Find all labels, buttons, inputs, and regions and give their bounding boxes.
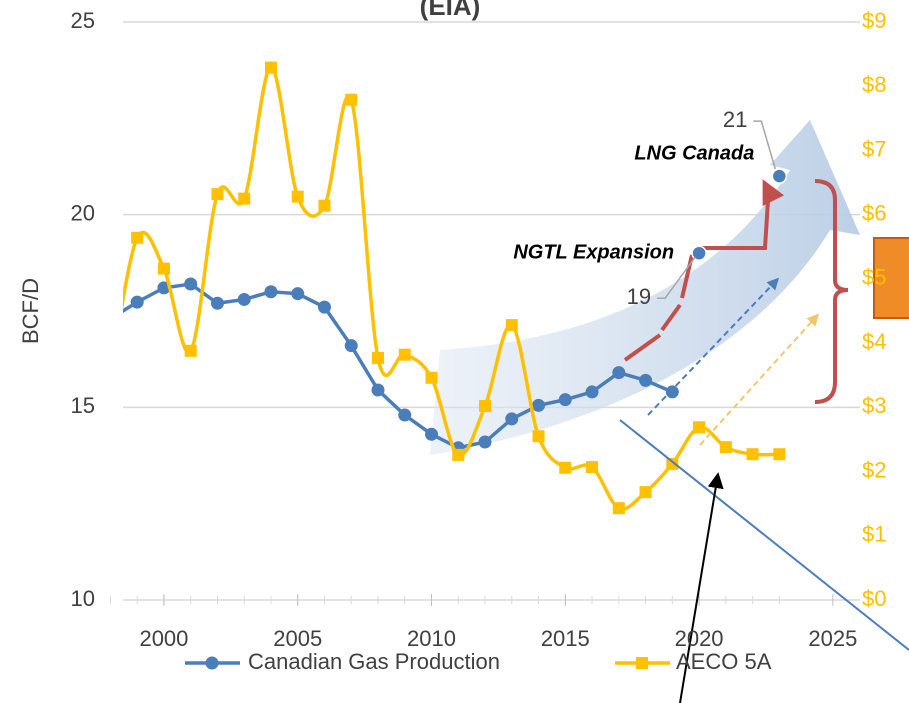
y-tick-label: 20 — [71, 200, 95, 225]
series-marker — [238, 192, 251, 205]
y2-tick-label: $9 — [862, 8, 886, 33]
x-tick-label: 2005 — [273, 626, 322, 651]
series-marker — [210, 296, 224, 310]
series-marker — [104, 369, 116, 381]
series-marker — [317, 300, 331, 314]
x-tick-label: 2025 — [808, 626, 857, 651]
series-marker — [398, 348, 411, 361]
series-marker — [505, 319, 518, 332]
chart-title: (EIA) — [420, 0, 481, 21]
series-marker — [237, 292, 251, 306]
pointer-line — [619, 419, 909, 651]
series-marker — [665, 385, 679, 399]
legend-marker — [205, 656, 219, 670]
y2-tick-label: $5 — [862, 265, 886, 290]
series-marker — [559, 461, 572, 474]
series-marker — [264, 285, 278, 299]
y2-tick-label: $2 — [862, 457, 886, 482]
series-marker — [264, 61, 277, 74]
series-marker — [184, 277, 198, 291]
series-marker — [746, 448, 759, 461]
series-marker — [291, 190, 304, 203]
series-marker — [398, 408, 412, 422]
series-marker — [184, 344, 197, 357]
annotation-point — [691, 245, 707, 261]
callout-box — [873, 237, 909, 319]
series-marker — [639, 486, 652, 499]
series-marker — [211, 188, 224, 201]
series-marker — [452, 448, 465, 461]
series-marker — [558, 393, 572, 407]
series-marker — [612, 366, 626, 380]
y2-tick-label: $6 — [862, 200, 886, 225]
series-marker — [532, 430, 545, 443]
series-marker — [104, 312, 117, 325]
series-marker — [719, 441, 732, 454]
legend-label: AECO 5A — [676, 649, 772, 674]
series-marker — [505, 412, 519, 426]
growth-arrow — [430, 120, 860, 455]
series-marker — [318, 199, 331, 212]
series-marker — [586, 461, 599, 474]
series-marker — [344, 339, 358, 353]
series-marker — [479, 400, 492, 413]
series-marker — [666, 457, 679, 470]
series-marker — [425, 371, 438, 384]
pointer-arrow — [679, 472, 724, 703]
x-tick-label: 2000 — [139, 626, 188, 651]
legend-marker — [636, 657, 648, 669]
series-marker — [157, 262, 170, 275]
y2-tick-label: $3 — [862, 393, 886, 418]
series-marker — [425, 427, 439, 441]
annotation-value: 19 — [627, 284, 651, 309]
dashed-arrow — [699, 313, 820, 446]
series-marker — [693, 421, 706, 434]
series-marker — [371, 351, 384, 364]
series-marker — [131, 231, 144, 244]
legend-label: Canadian Gas Production — [248, 649, 500, 674]
y2-tick-label: $8 — [862, 72, 886, 97]
y2-tick-label: $4 — [862, 329, 886, 354]
series-marker — [612, 502, 625, 515]
annotation-point — [771, 168, 788, 184]
series-marker — [345, 93, 358, 106]
y-tick-label: 25 — [71, 8, 95, 33]
annotation-value: 21 — [723, 107, 747, 132]
x-tick-label: 2015 — [541, 626, 590, 651]
y2-tick-label: $0 — [862, 586, 886, 611]
x-tick-label: 2010 — [407, 626, 456, 651]
red-arrows — [623, 190, 770, 362]
series-marker — [585, 385, 599, 399]
bracket — [814, 179, 849, 404]
y2-tick-label: $1 — [862, 522, 886, 547]
y-tick-label: 15 — [71, 393, 95, 418]
y-tick-label: 10 — [71, 586, 95, 611]
series-marker — [371, 383, 385, 397]
x-tick-label: 2020 — [675, 626, 724, 651]
dashed-arrow — [647, 277, 780, 416]
series-marker — [130, 295, 144, 309]
y2-tick-label: $7 — [862, 136, 886, 161]
leader-line — [753, 120, 777, 170]
series-marker — [773, 448, 786, 461]
leader-line — [657, 256, 696, 299]
series-marker — [478, 435, 492, 449]
series-marker — [639, 373, 653, 387]
annotation-label: LNG Canada — [634, 142, 754, 164]
annotation-label: NGTL Expansion — [513, 241, 674, 263]
series-marker — [532, 398, 546, 412]
y-axis-label: BCF/D — [18, 278, 43, 344]
series-line — [123, 282, 674, 450]
series-marker — [291, 287, 305, 301]
